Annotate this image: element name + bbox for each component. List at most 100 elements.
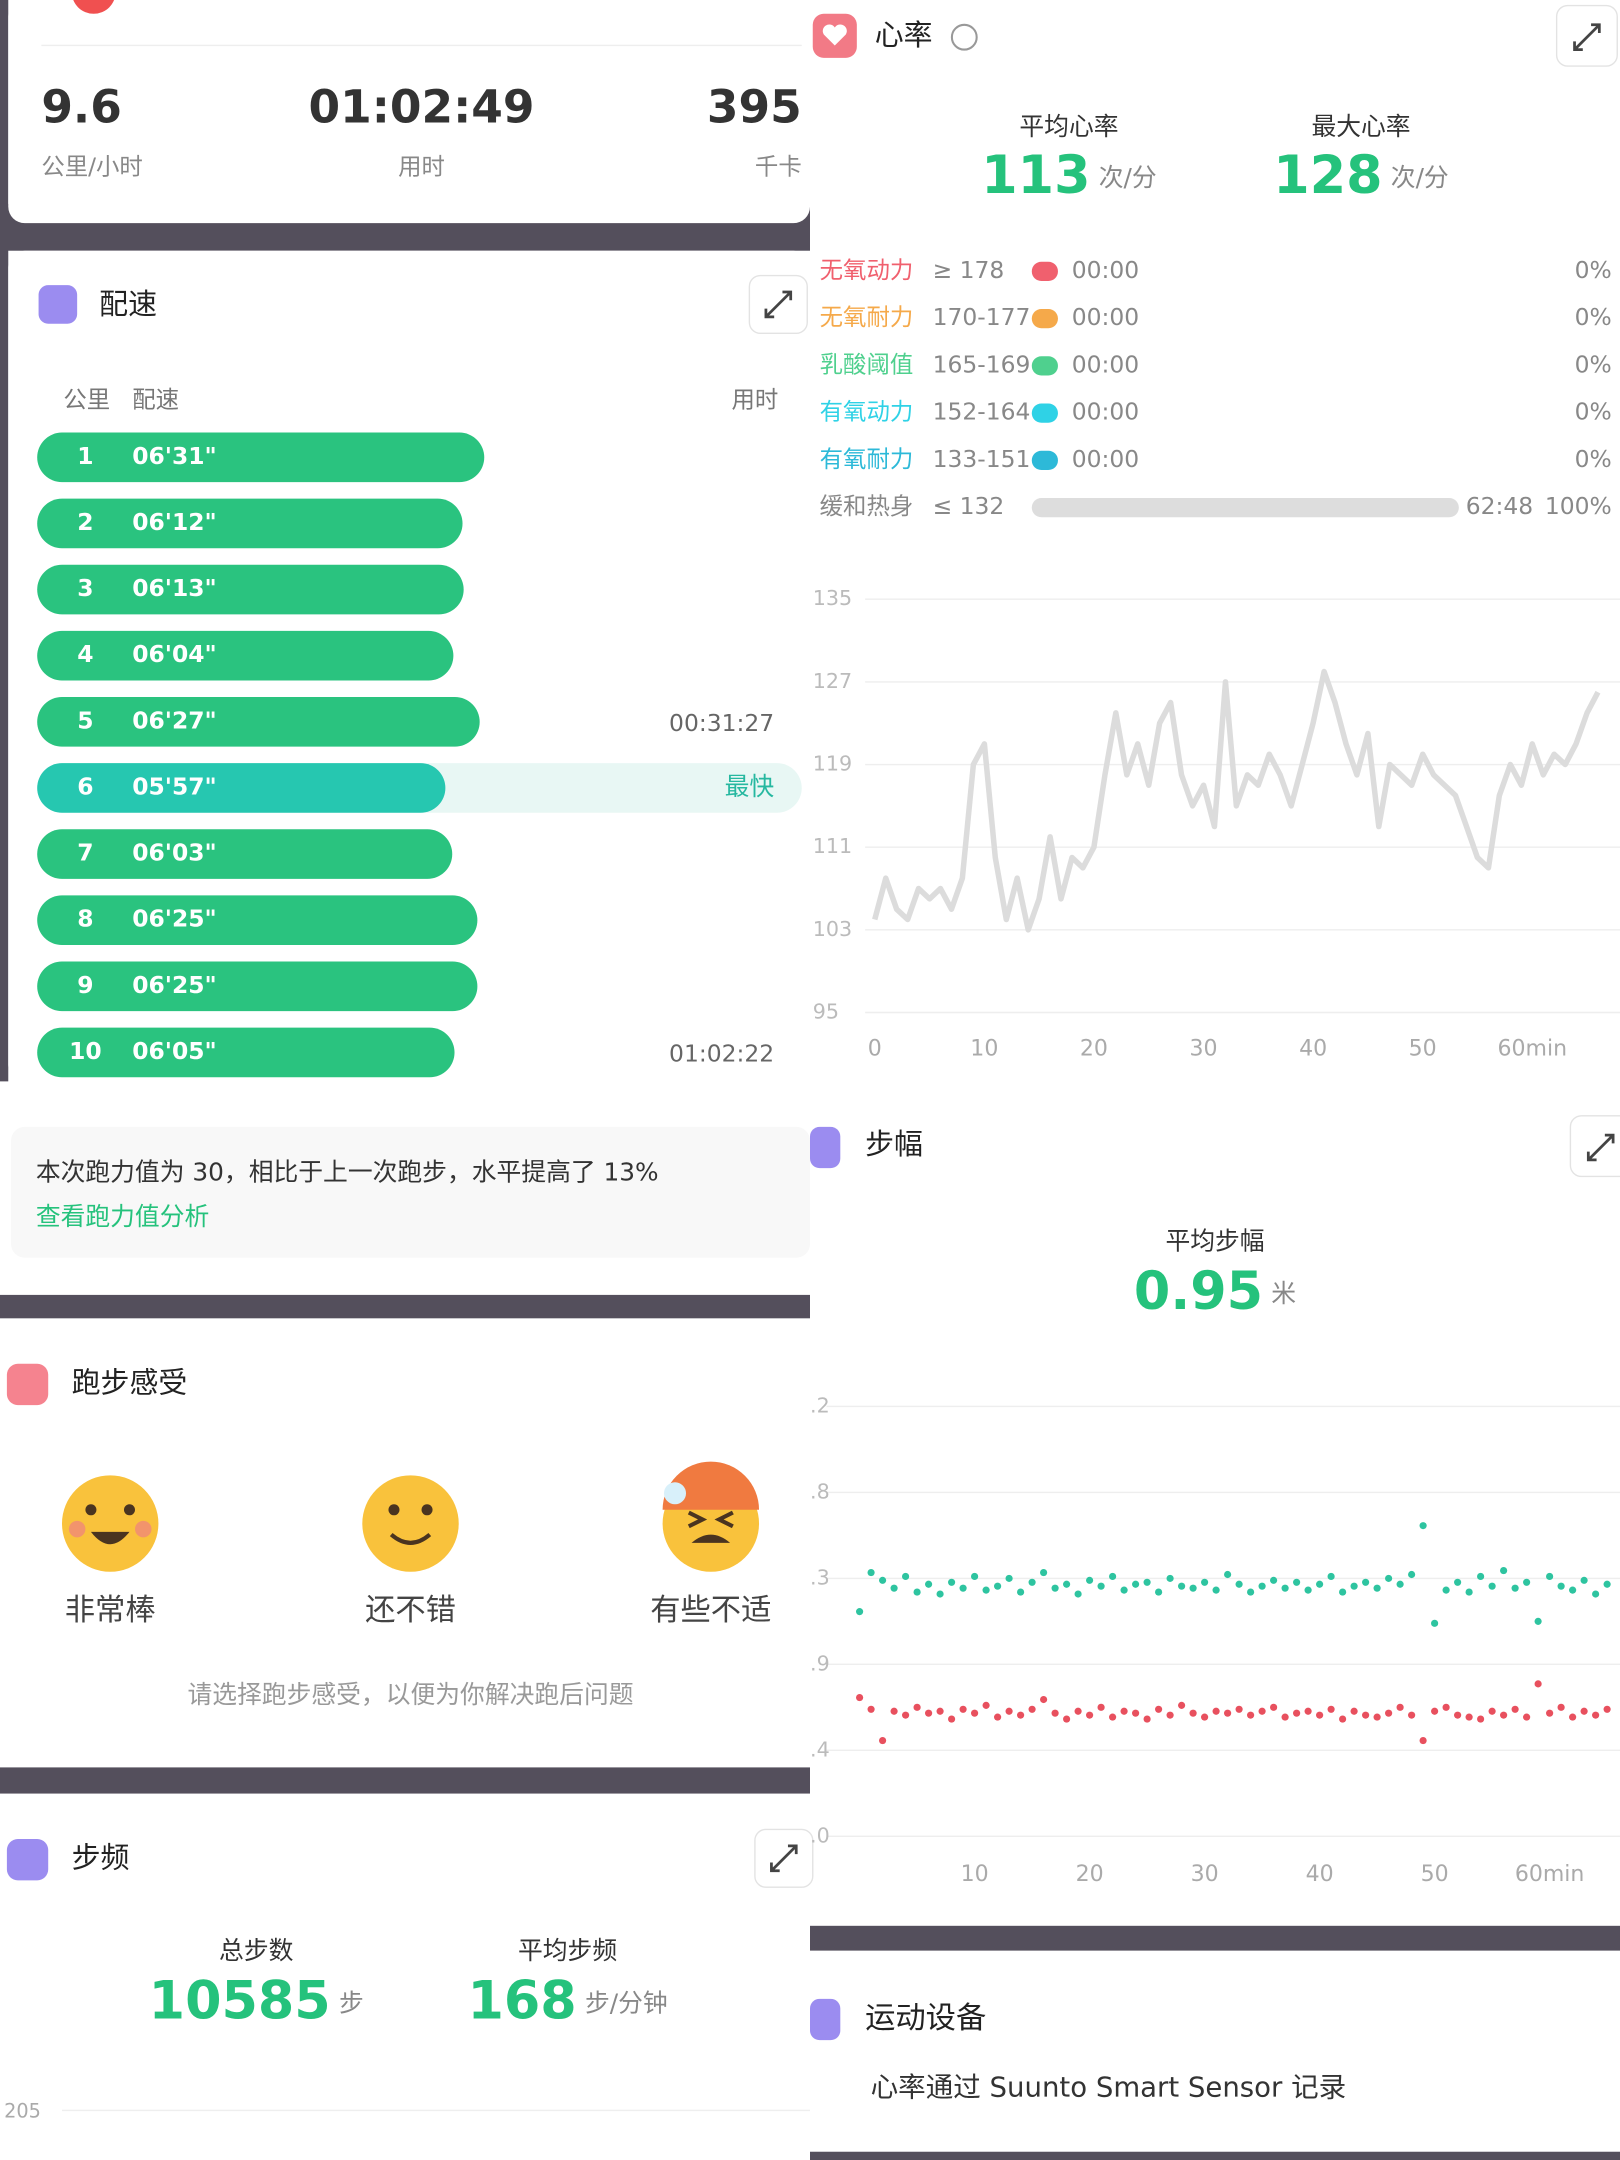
scatter-point	[1247, 1711, 1255, 1719]
scatter-point	[971, 1572, 979, 1581]
scatter-point	[1132, 1709, 1140, 1717]
feeling-option[interactable]: 非常棒	[65, 1593, 156, 1628]
zone-name: 无氧动力	[820, 256, 914, 284]
scatter-point	[1546, 1709, 1554, 1717]
scatter-point	[1419, 1522, 1427, 1530]
x-tick-label: 0	[868, 1037, 882, 1062]
zone-range: 152-164	[933, 398, 1031, 426]
feeling-hint: 请选择跑步感受，以便为你解决跑后问题	[187, 1680, 633, 1709]
pace-value: 06'03"	[132, 839, 217, 867]
stat-value: 128 次/分	[1273, 145, 1448, 206]
scatter-point	[1120, 1707, 1128, 1715]
stat-value: 113 次/分	[981, 145, 1156, 206]
pace-value: 06'13"	[132, 574, 217, 602]
zone-dot	[1031, 403, 1058, 423]
run-power-link[interactable]: 查看跑力值分析	[36, 1202, 209, 1231]
scatter-point	[856, 1608, 864, 1616]
scatter-point	[1465, 1588, 1473, 1596]
scatter-point	[1385, 1574, 1393, 1582]
scatter-point	[1442, 1703, 1450, 1711]
stat-unit: 米	[1271, 1279, 1296, 1308]
separator	[810, 2151, 1620, 2160]
scatter-point	[1166, 1711, 1174, 1719]
scatter-point	[982, 1586, 990, 1594]
pace-bar	[37, 763, 446, 813]
scatter-point	[1603, 1580, 1611, 1588]
expand-button[interactable]	[748, 274, 808, 335]
info-icon[interactable]	[950, 23, 978, 51]
scatter-point	[1534, 1617, 1542, 1625]
scatter-point	[971, 1709, 979, 1717]
pace-value: 06'25"	[132, 971, 217, 999]
x-tick-label: 40	[1299, 1037, 1327, 1062]
scatter-point	[879, 1736, 887, 1745]
scatter-point	[1523, 1578, 1531, 1586]
pace-value: 05'57"	[132, 772, 217, 800]
scatter-point	[902, 1572, 910, 1581]
scatter-point	[1373, 1584, 1381, 1592]
zone-name: 无氧耐力	[820, 303, 914, 331]
pace-km: 4	[77, 640, 93, 668]
face-ok[interactable]	[362, 1475, 459, 1572]
y-tick-label: 95	[813, 1000, 839, 1024]
scatter-point	[1419, 1736, 1427, 1745]
scatter-point	[1534, 1680, 1542, 1688]
stat-unit: 步/分钟	[585, 1988, 668, 2017]
scatter-point	[1511, 1705, 1519, 1713]
y-tick-label: 111	[813, 834, 852, 858]
scatter-point	[1258, 1582, 1266, 1590]
scatter-point	[994, 1713, 1002, 1721]
scatter-point	[1293, 1709, 1301, 1717]
scatter-point	[1511, 1584, 1519, 1592]
scatter-point	[1316, 1580, 1324, 1588]
face-uncomfortable[interactable]	[662, 1461, 760, 1572]
pace-km: 10	[69, 1037, 102, 1065]
pace-fastest: 最快	[725, 772, 775, 801]
feeling-option[interactable]: 还不错	[365, 1593, 456, 1628]
feeling-option[interactable]: 有些不适	[650, 1593, 771, 1628]
expand-button[interactable]	[754, 1828, 814, 1888]
scatter-point	[1350, 1582, 1358, 1590]
scatter-point	[1201, 1578, 1209, 1586]
scatter-point	[1189, 1709, 1197, 1717]
run-power-box	[11, 1126, 811, 1258]
scatter-point	[1523, 1713, 1531, 1721]
scatter-point	[1235, 1580, 1243, 1588]
zone-range: 170-177	[933, 303, 1031, 331]
summary-value: 395	[707, 81, 802, 134]
pace-value: 06'27"	[132, 706, 217, 734]
scatter-point	[1350, 1707, 1358, 1715]
scatter-point	[1109, 1713, 1117, 1721]
scatter-point	[1270, 1576, 1278, 1584]
section-title: 跑步感受	[72, 1365, 188, 1399]
scatter-point	[1557, 1703, 1565, 1711]
scatter-point	[1189, 1584, 1197, 1592]
pace-bar	[37, 498, 463, 549]
scatter-point	[1017, 1588, 1025, 1596]
scatter-point	[1166, 1574, 1174, 1582]
zone-percent: 0%	[1575, 256, 1612, 284]
scatter-point	[1603, 1705, 1611, 1713]
scatter-point	[1293, 1578, 1301, 1586]
y-tick-label: 127	[813, 669, 852, 693]
scatter-point	[1028, 1578, 1036, 1586]
summary-label: 千卡	[755, 153, 802, 181]
zone-range: 133-151	[933, 445, 1031, 473]
scatter-point	[1477, 1715, 1485, 1723]
x-tick-label: 10	[961, 1862, 989, 1887]
scatter-point	[936, 1590, 944, 1598]
scatter-point	[1304, 1586, 1312, 1594]
scatter-point	[925, 1709, 933, 1717]
face-great[interactable]	[61, 1475, 159, 1572]
zone-time: 62:48	[1466, 492, 1533, 520]
scatter-point	[1396, 1703, 1404, 1711]
section-title: 心率	[875, 18, 933, 52]
expand-button[interactable]	[1555, 4, 1618, 67]
pace-bar	[37, 630, 454, 681]
expand-button[interactable]	[1569, 1115, 1620, 1178]
zone-dot	[1031, 308, 1058, 329]
scatter-point	[982, 1701, 990, 1709]
x-tick-label: 60min	[1515, 1862, 1585, 1887]
